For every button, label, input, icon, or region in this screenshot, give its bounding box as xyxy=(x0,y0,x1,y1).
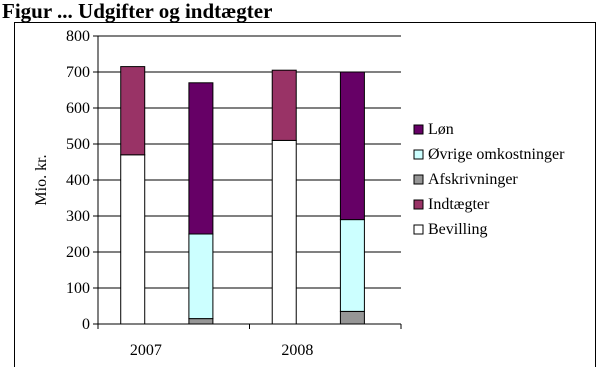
y-tick-label: 800 xyxy=(66,28,90,45)
bar-segment-l-n xyxy=(188,82,214,235)
bar-segment-indt-gter xyxy=(120,66,146,156)
y-tick-label: 700 xyxy=(66,64,90,81)
chart-title: Figur ... Udgifter og indtægter xyxy=(2,0,272,22)
legend-label: Indtægter xyxy=(428,196,490,213)
bar-segment-l-n xyxy=(339,71,365,221)
bar-segment-bevilling xyxy=(120,154,146,325)
legend-label: Øvrige omkostninger xyxy=(428,146,565,163)
y-tick-label: 600 xyxy=(66,100,90,117)
x-category-label: 2008 xyxy=(281,342,313,359)
legend-swatch xyxy=(413,199,424,210)
y-tick-label: 400 xyxy=(66,172,90,189)
legend-swatch xyxy=(413,224,424,235)
y-tick-label: 100 xyxy=(66,280,90,297)
y-tick-label: 200 xyxy=(66,244,90,261)
bar-segment-indt-gter xyxy=(271,69,297,141)
legend-swatch xyxy=(413,124,424,135)
chart-frame xyxy=(14,22,596,367)
legend-swatch xyxy=(413,149,424,160)
x-category-label: 2007 xyxy=(130,342,162,359)
bar-segment--vrige-omkostninger xyxy=(188,233,214,320)
bar-segment-bevilling xyxy=(271,139,297,325)
y-tick-label: 300 xyxy=(66,208,90,225)
bar-segment--vrige-omkostninger xyxy=(339,219,365,312)
chart-title-text: Figur ... Udgifter og indtægter xyxy=(2,0,273,23)
legend-swatch xyxy=(413,174,424,185)
legend-label: Bevilling xyxy=(428,221,488,238)
legend-label: Afskrivninger xyxy=(428,171,518,188)
bar-segment-afskrivninger xyxy=(188,318,214,325)
y-tick-label: 500 xyxy=(66,136,90,153)
legend-label: Løn xyxy=(428,121,454,138)
y-tick-label: 0 xyxy=(82,316,90,333)
y-axis-label: Mio. kr. xyxy=(33,154,50,205)
bar-segment-afskrivninger xyxy=(339,310,365,325)
